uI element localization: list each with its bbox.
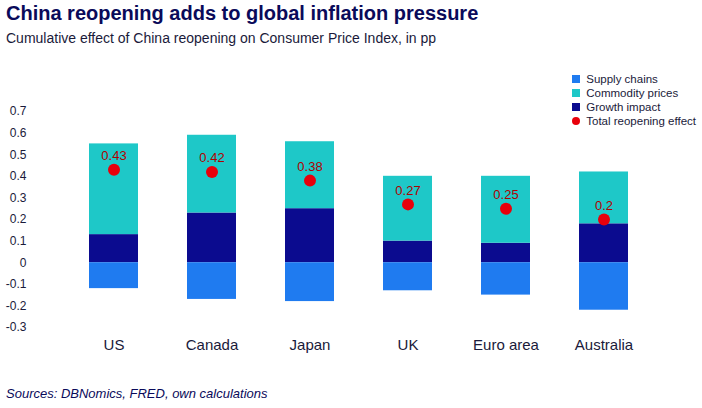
svg-text:0.2: 0.2 <box>10 212 27 226</box>
svg-text:0.2: 0.2 <box>595 198 613 213</box>
svg-text:-0.3: -0.3 <box>6 320 27 334</box>
svg-text:0.4: 0.4 <box>10 169 27 183</box>
html-text:Cumulative effect of China reo: Cumulative effect of China reopening on … <box>6 30 437 46</box>
svg-text:0.25: 0.25 <box>493 187 518 202</box>
svg-text:0.42: 0.42 <box>199 150 224 165</box>
html-text:China reopening adds to global: China reopening adds to global inflation… <box>6 2 479 24</box>
html-text:Supply chains: Supply chains <box>586 73 658 85</box>
svg-text:0: 0 <box>20 256 27 270</box>
svg-text:0.43: 0.43 <box>101 148 126 163</box>
svg-text:Australia: Australia <box>575 336 634 353</box>
svg-text:Canada: Canada <box>186 336 239 353</box>
svg-text:US: US <box>104 336 125 353</box>
svg-text:-0.1: -0.1 <box>6 277 27 291</box>
svg-text:Japan: Japan <box>290 336 331 353</box>
svg-text:0.5: 0.5 <box>10 148 27 162</box>
svg-text:Euro area: Euro area <box>473 336 540 353</box>
html-text:Sources: DBNomics, FRED, own c: Sources: DBNomics, FRED, own calculation… <box>6 386 268 401</box>
svg-text:0.38: 0.38 <box>297 159 322 174</box>
svg-text:0.7: 0.7 <box>10 104 27 118</box>
svg-text:UK: UK <box>398 336 419 353</box>
html-text:Total reopening effect: Total reopening effect <box>586 115 696 127</box>
html-text:Growth impact: Growth impact <box>586 101 661 113</box>
svg-text:0.6: 0.6 <box>10 126 27 140</box>
svg-text:0.3: 0.3 <box>10 191 27 205</box>
html-text:Commodity prices: Commodity prices <box>586 87 679 99</box>
svg-text:0.27: 0.27 <box>395 183 420 198</box>
svg-text:0.1: 0.1 <box>10 234 27 248</box>
svg-text:-0.2: -0.2 <box>6 299 27 313</box>
